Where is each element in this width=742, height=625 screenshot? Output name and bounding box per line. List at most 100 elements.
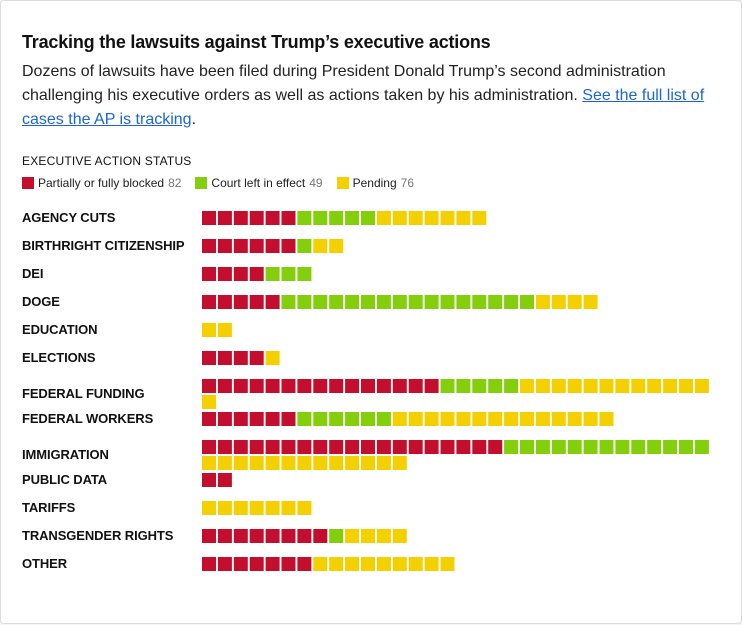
lawsuit-square-pending xyxy=(440,412,455,426)
lawsuit-square-pending xyxy=(392,456,407,470)
lawsuit-square-pending xyxy=(424,557,439,571)
lawsuit-square-pending xyxy=(281,501,296,515)
legend-count-in-effect: 49 xyxy=(309,176,323,190)
lawsuit-square-pending xyxy=(583,379,598,393)
lawsuit-square-pending xyxy=(329,456,344,470)
lawsuit-square-blocked xyxy=(249,295,264,309)
lawsuit-square-pending xyxy=(345,529,360,543)
lawsuit-square-in-effect xyxy=(313,295,328,309)
lawsuit-square-pending xyxy=(647,379,662,393)
lawsuit-square-in-effect xyxy=(615,440,630,454)
lawsuit-square-blocked xyxy=(281,557,296,571)
lawsuit-square-blocked xyxy=(249,211,264,225)
lawsuit-square-blocked xyxy=(361,379,375,393)
lawsuit-square-in-effect xyxy=(281,295,296,309)
lawsuit-square-in-effect xyxy=(408,295,423,309)
lawsuit-square-pending xyxy=(488,412,503,426)
lawsuit-square-blocked xyxy=(281,412,296,426)
lawsuit-square-blocked xyxy=(265,295,280,309)
lawsuit-square-pending xyxy=(361,456,375,470)
lawsuit-square-blocked xyxy=(329,379,344,393)
lawsuit-square-pending xyxy=(202,456,216,470)
lawsuit-square-pending xyxy=(345,456,360,470)
lawsuit-square-pending xyxy=(345,557,360,571)
lawsuit-square-blocked xyxy=(249,351,264,365)
lawsuit-square-pending xyxy=(265,456,280,470)
lawsuit-square-blocked xyxy=(233,239,248,253)
lawsuit-square-blocked xyxy=(488,440,503,454)
lawsuit-square-pending xyxy=(376,456,391,470)
row-label: DOGE xyxy=(22,294,60,309)
legend: Partially or fully blocked 82 Court left… xyxy=(22,175,428,191)
legend-label-blocked: Partially or fully blocked xyxy=(38,176,165,190)
lawsuit-square-blocked xyxy=(249,267,264,281)
lawsuit-square-blocked xyxy=(202,211,216,225)
lawsuit-square-in-effect xyxy=(647,440,662,454)
lawsuit-square-blocked xyxy=(217,239,232,253)
lawsuit-square-blocked xyxy=(281,211,296,225)
lawsuit-square-in-effect xyxy=(297,239,312,253)
lawsuit-square-pending xyxy=(217,456,232,470)
lawsuit-square-blocked xyxy=(233,295,248,309)
lawsuit-square-pending xyxy=(679,379,693,393)
lawsuit-square-pending xyxy=(281,456,296,470)
lawsuit-square-blocked xyxy=(202,295,216,309)
lawsuit-square-pending xyxy=(217,323,232,337)
lawsuit-square-pending xyxy=(233,501,248,515)
lawsuit-square-blocked xyxy=(281,239,296,253)
lawsuit-square-blocked xyxy=(233,211,248,225)
lawsuit-square-pending xyxy=(631,379,646,393)
lawsuit-square-blocked xyxy=(217,211,232,225)
lawsuit-square-in-effect xyxy=(313,211,328,225)
lawsuit-square-in-effect xyxy=(297,295,312,309)
row-label: DEI xyxy=(22,266,44,281)
lawsuit-square-pending xyxy=(472,412,487,426)
lawsuit-square-in-effect xyxy=(488,295,503,309)
lawsuit-square-blocked xyxy=(217,379,232,393)
lawsuit-square-in-effect xyxy=(520,295,534,309)
lawsuit-square-blocked xyxy=(202,440,216,454)
lawsuit-square-blocked xyxy=(345,379,360,393)
lawsuit-square-pending xyxy=(583,412,598,426)
lawsuit-square-blocked xyxy=(297,440,312,454)
lawsuit-square-pending xyxy=(472,211,487,225)
lawsuit-square-in-effect xyxy=(456,295,471,309)
lawsuit-square-blocked xyxy=(313,379,328,393)
row-label: EDUCATION xyxy=(22,322,98,337)
legend-swatch-in-effect xyxy=(195,177,208,189)
lawsuit-square-blocked xyxy=(472,440,487,454)
lawsuit-square-pending xyxy=(313,239,328,253)
lawsuit-square-pending xyxy=(663,379,678,393)
lawsuit-square-blocked xyxy=(217,351,232,365)
legend-item-blocked: Partially or fully blocked 82 xyxy=(22,176,181,190)
lawsuit-square-blocked xyxy=(217,267,232,281)
description-text: Dozens of lawsuits have been filed durin… xyxy=(22,63,666,104)
lawsuit-square-in-effect xyxy=(599,440,614,454)
lawsuit-square-pending xyxy=(551,379,566,393)
lawsuit-square-pending xyxy=(376,211,391,225)
legend-label-pending: Pending xyxy=(352,176,397,190)
row-label: PUBLIC DATA xyxy=(22,472,108,487)
lawsuit-square-pending xyxy=(361,529,375,543)
lawsuit-square-pending xyxy=(599,412,614,426)
lawsuit-square-blocked xyxy=(233,440,248,454)
lawsuit-square-in-effect xyxy=(392,295,407,309)
lawsuit-square-in-effect xyxy=(679,440,693,454)
lawsuit-square-pending xyxy=(615,379,630,393)
lawsuit-square-in-effect xyxy=(472,379,487,393)
lawsuit-square-in-effect xyxy=(329,295,344,309)
lawsuit-square-pending xyxy=(535,379,550,393)
lawsuit-square-pending xyxy=(520,379,534,393)
full-list-link[interactable]: See the full list of cases the AP is tra… xyxy=(22,87,705,128)
legend-item-in-effect: Court left in effect 49 xyxy=(195,176,323,190)
lawsuit-square-pending xyxy=(520,412,534,426)
lawsuit-square-pending xyxy=(392,529,407,543)
lawsuit-square-blocked xyxy=(249,412,264,426)
lawsuit-square-pending xyxy=(392,211,407,225)
lawsuit-square-pending xyxy=(424,211,439,225)
lawsuit-square-pending xyxy=(408,412,423,426)
legend-count-blocked: 82 xyxy=(168,176,182,190)
lawsuit-square-pending xyxy=(551,412,566,426)
lawsuit-square-pending xyxy=(313,456,328,470)
